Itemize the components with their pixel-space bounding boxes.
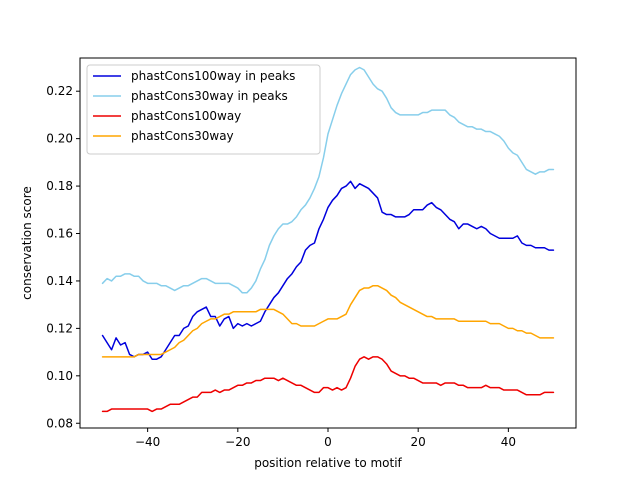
series-lines: [101, 66, 555, 413]
x-axis-ticks: −40 −20 0 20 40: [135, 428, 516, 449]
x-tick-label: 20: [411, 435, 426, 449]
x-tick-label: −40: [135, 435, 160, 449]
y-tick-label: 0.22: [46, 84, 73, 98]
y-tick-label: 0.20: [46, 132, 73, 146]
y-tick-label: 0.10: [46, 369, 73, 383]
legend-entries: phastCons100way in peaks phastCons30way i…: [93, 69, 295, 143]
x-tick-label: 0: [324, 435, 332, 449]
legend-label-phastcons100way-in-peaks: phastCons100way in peaks: [131, 69, 295, 83]
legend: phastCons100way in peaks phastCons30way i…: [86, 64, 321, 155]
y-tick-label: 0.16: [46, 227, 73, 241]
series-line-phastcons100way: [101, 356, 555, 413]
x-tick-label: −20: [225, 435, 250, 449]
series-line-phastcons30way: [101, 284, 555, 358]
x-tick-label: 40: [501, 435, 516, 449]
legend-label-phastcons30way-in-peaks: phastCons30way in peaks: [131, 89, 288, 103]
legend-label-phastcons30way: phastCons30way: [131, 129, 234, 143]
y-tick-label: 0.12: [46, 321, 73, 335]
series-line-phastcons100way-in-peaks: [101, 180, 555, 360]
y-tick-label: 0.18: [46, 179, 73, 193]
series-line-phastcons30way-in-peaks: [101, 66, 555, 294]
x-axis-label: position relative to motif: [254, 456, 402, 470]
y-axis-label: conservation score: [20, 186, 34, 300]
legend-label-phastcons100way: phastCons100way: [131, 109, 241, 123]
y-tick-label: 0.14: [46, 274, 73, 288]
y-tick-label: 0.08: [46, 416, 73, 430]
y-axis-ticks: 0.08 0.10 0.12 0.14 0.16 0.18 0.20 0.22: [46, 84, 80, 430]
legend-box: [86, 64, 321, 155]
